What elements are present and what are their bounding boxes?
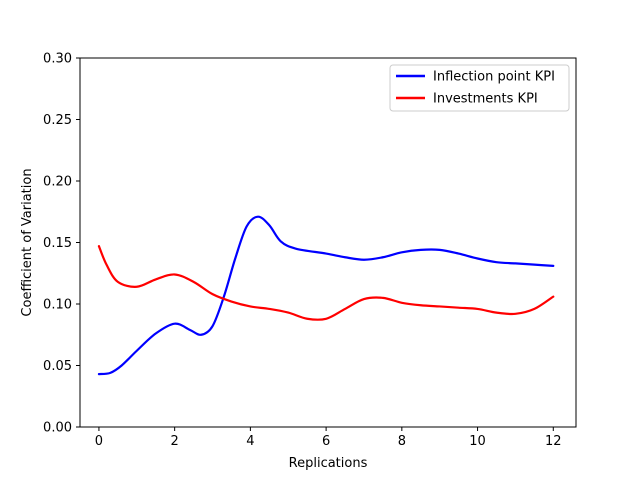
plot-frame [79,57,577,428]
y-tick-label: 0.25 [43,113,72,128]
series-line-investments [97,245,555,321]
legend-box [389,64,570,112]
legend-label-investments: Investments KPI [433,92,538,107]
x-tick-label: 2 [171,434,179,449]
y-axis-ticks: 0.00 0.05 0.10 0.15 0.20 0.25 0.30 [43,52,80,436]
y-tick-label: 0.30 [43,52,72,67]
x-tick-label: 4 [246,434,254,449]
y-tick-label: 0.15 [43,236,72,251]
y-tick-label: 0.20 [43,175,72,190]
series-layer [97,215,555,376]
y-tick-label: 0.00 [43,421,72,436]
legend-label-inflection-point: Inflection point KPI [433,70,555,85]
y-axis-label: Coefficient of Variation [20,168,35,316]
x-axis-label: Replications [289,456,368,471]
y-tick-label: 0.10 [43,298,72,313]
x-tick-label: 12 [545,434,562,449]
legend: Inflection point KPI Investments KPI [389,64,570,112]
x-tick-label: 8 [398,434,406,449]
x-axis-ticks: 0 2 4 6 8 10 12 [95,427,562,449]
x-tick-label: 10 [469,434,486,449]
y-tick-label: 0.05 [43,359,72,374]
x-tick-label: 0 [95,434,103,449]
x-tick-label: 6 [322,434,330,449]
series-line-inflection-point [97,215,555,376]
